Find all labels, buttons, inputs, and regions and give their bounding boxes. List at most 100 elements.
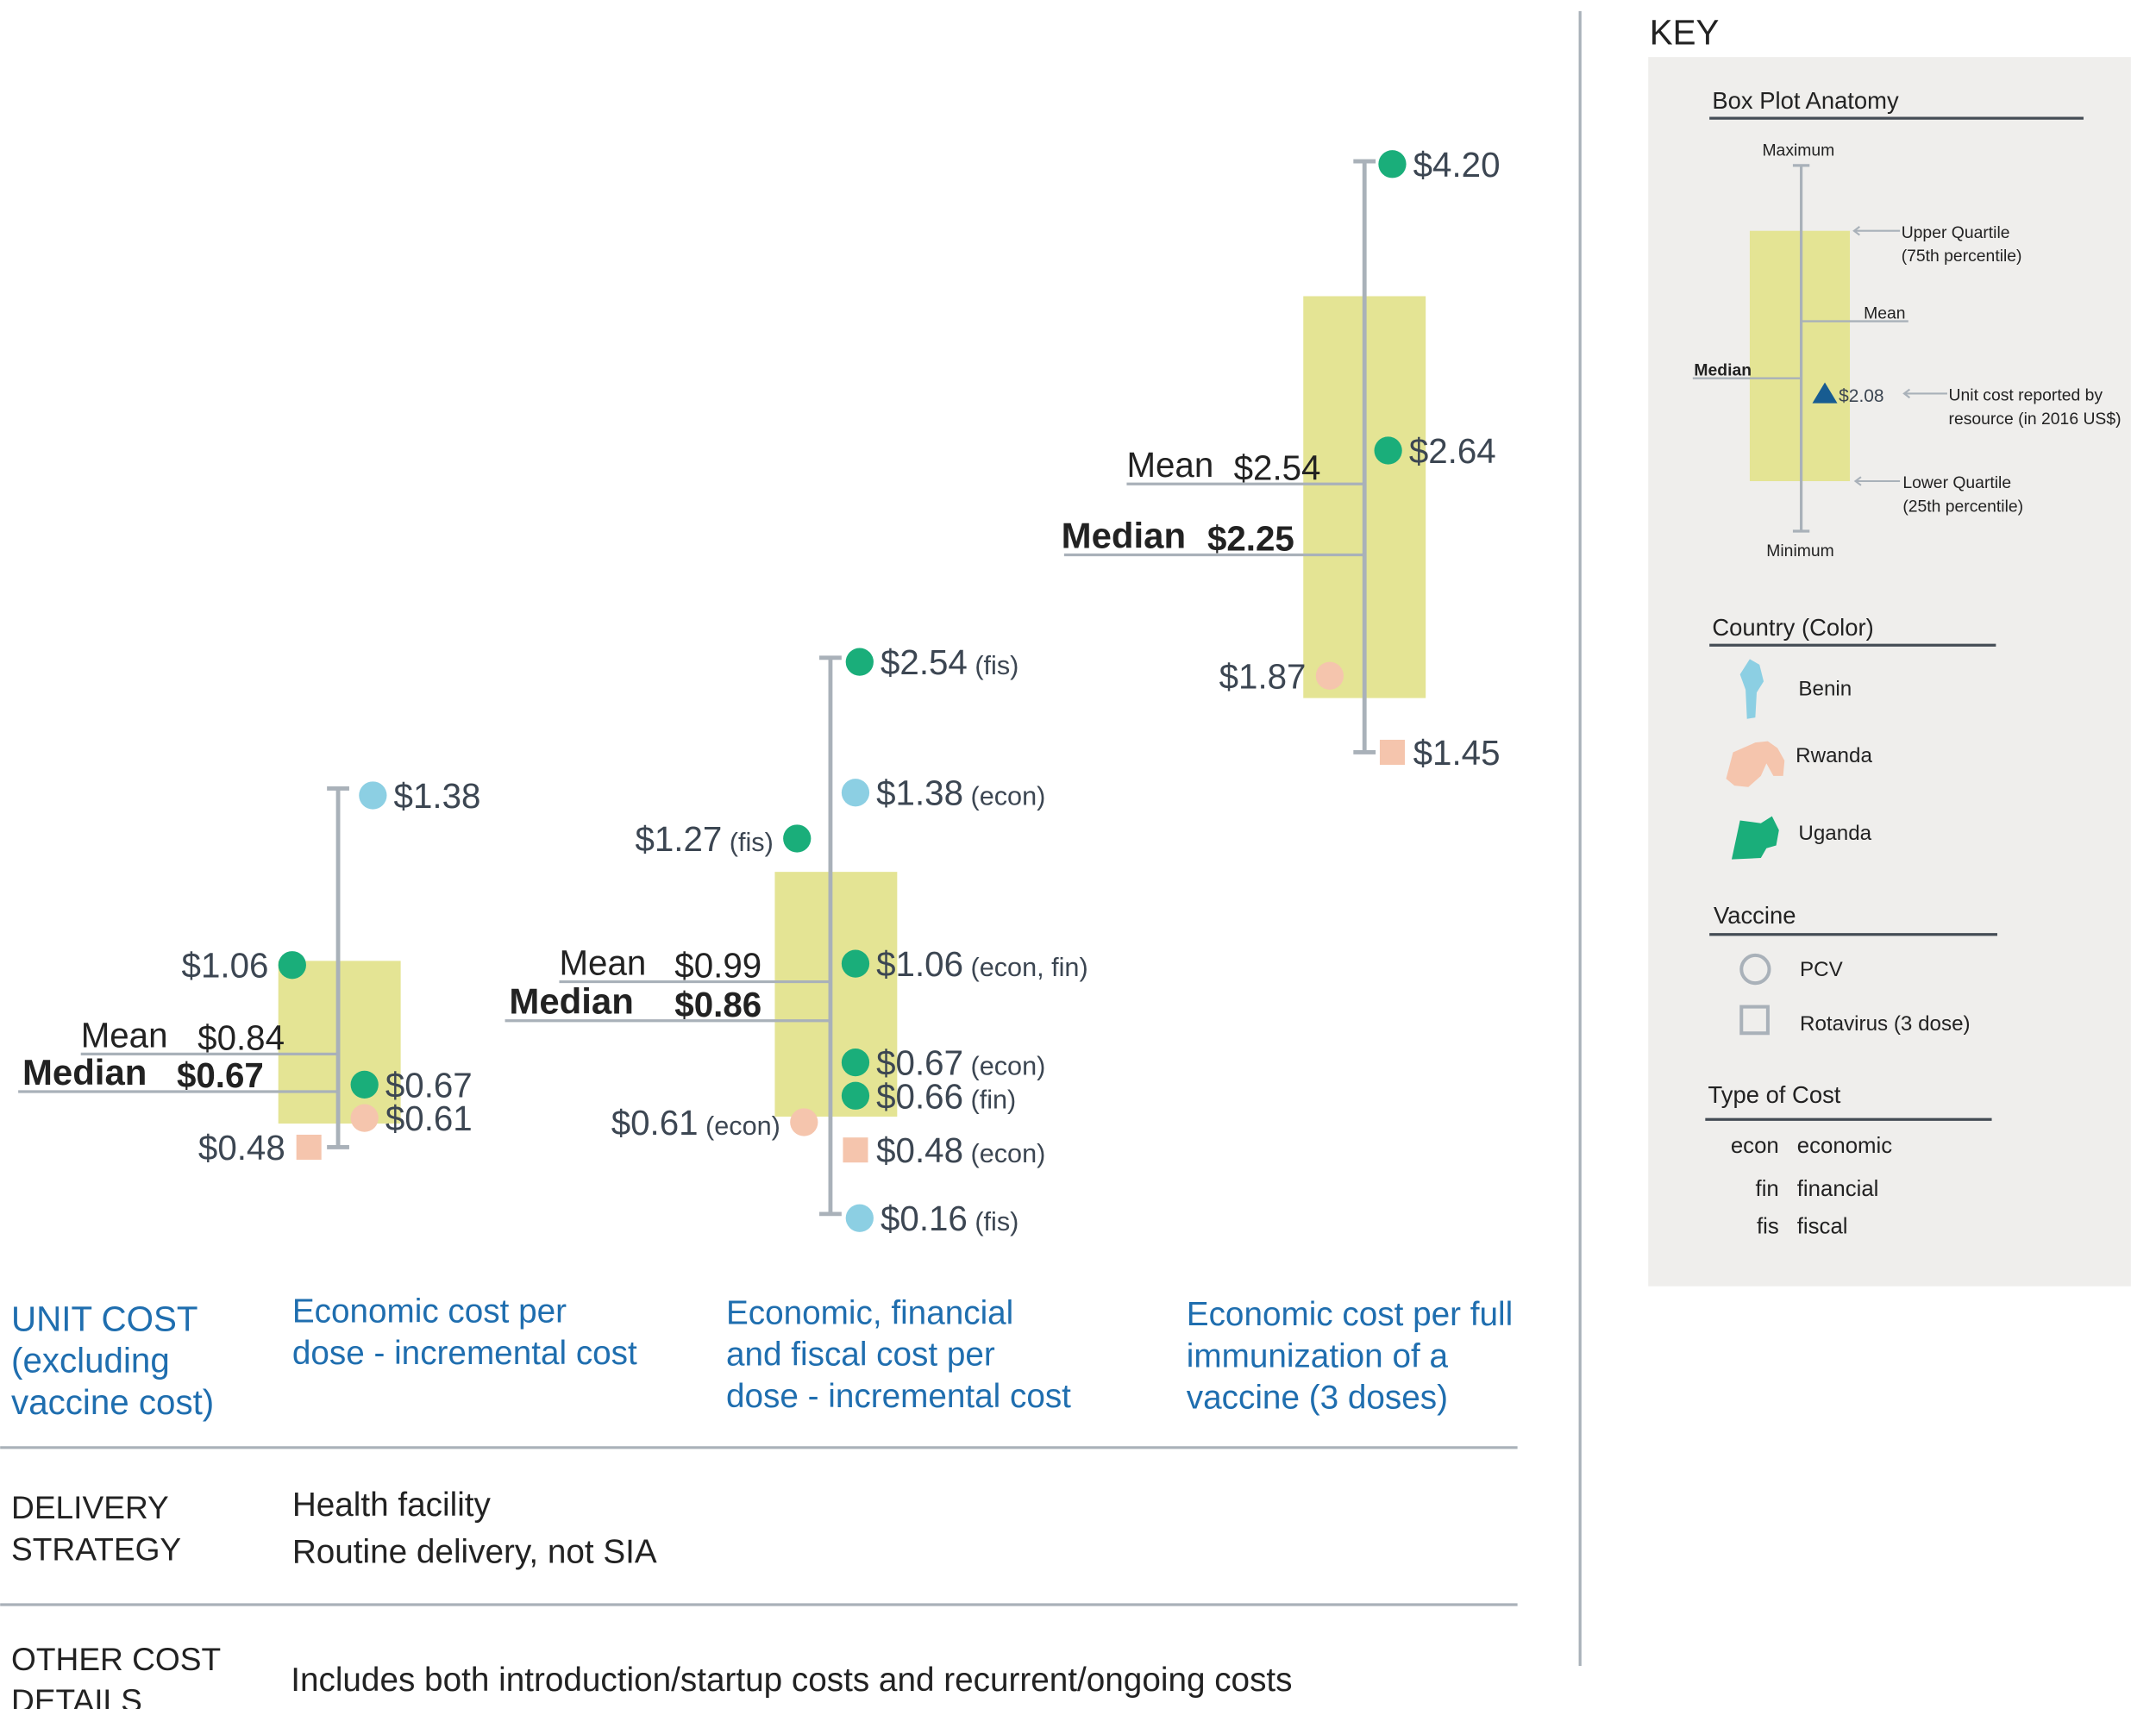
mean-label: Mean (1126, 446, 1213, 485)
caption-1: dose - incremental cost (292, 1335, 637, 1372)
square-icon (1739, 1005, 1770, 1036)
upper-quartile-label: (75th percentile) (1902, 247, 2022, 266)
cost-title: Type of Cost (1708, 1081, 1841, 1108)
caption-3: immunization of a (1187, 1337, 1449, 1374)
minimum-label: Minimum (1766, 541, 1833, 560)
reported-label: resource (in 2016 US$) (1949, 410, 2122, 429)
data-label: $4.20 (1413, 146, 1501, 185)
median-value: $0.86 (674, 986, 761, 1024)
other-cost-row: OTHER COST DETAILS Includes both introdu… (11, 1641, 1292, 1709)
country-benin: Benin (1798, 677, 1852, 700)
unit-cost-line: UNIT COST (11, 1299, 197, 1338)
reported-label: Unit cost reported by (1949, 385, 2103, 404)
maximum-label: Maximum (1762, 141, 1834, 160)
rwanda-map-icon (1726, 741, 1785, 787)
lower-quartile-label: Lower Quartile (1902, 473, 2011, 492)
vaccine-rotavirus: Rotavirus (3 dose) (1800, 1012, 1971, 1036)
delivery-value: Health facility (292, 1487, 492, 1524)
data-label: $1.06 (econ, fin) (876, 945, 1088, 984)
median-label: Median (509, 981, 633, 1022)
example-value: $2.08 (1839, 386, 1883, 406)
data-label: $1.38 (394, 777, 481, 816)
delivery-label: STRATEGY (11, 1531, 181, 1567)
data-point-benin (845, 1204, 874, 1232)
cost-name: financial (1797, 1177, 1879, 1201)
data-point-uganda (841, 1081, 870, 1110)
anatomy-title: Box Plot Anatomy (1712, 87, 1899, 114)
caption-2: Economic, financial (726, 1294, 1013, 1331)
data-point-uganda (1374, 436, 1402, 465)
data-label: $1.06 (182, 947, 269, 986)
triangle-icon (1812, 382, 1838, 404)
cost-abbr: fin (1756, 1177, 1779, 1201)
caption-2: and fiscal cost per (726, 1337, 995, 1374)
data-point-rwanda (1315, 661, 1344, 690)
data-label: $1.38 (econ) (876, 774, 1045, 813)
median-label: Median (1694, 360, 1752, 379)
data-label: $0.61 (385, 1099, 473, 1138)
data-point-benin (841, 779, 870, 807)
data-point-benin (359, 781, 387, 810)
panel-captions: Economic cost per dose - incremental cos… (292, 1293, 1513, 1417)
mean-label: Mean (559, 943, 646, 982)
data-label: $0.61 (econ) (611, 1104, 780, 1142)
delivery-value: Routine delivery, not SIA (292, 1534, 657, 1571)
cost-name: economic (1797, 1134, 1893, 1158)
other-label: OTHER COST (11, 1641, 221, 1677)
data-label: $1.87 (1219, 657, 1307, 696)
cost-abbr: econ (1731, 1134, 1779, 1158)
unit-cost-line: (excluding (11, 1342, 170, 1380)
country-uganda: Uganda (1798, 822, 1871, 845)
median-label: Median (22, 1052, 147, 1092)
mean-label: Mean (1864, 304, 1905, 322)
key: KEY Box Plot Anatomy Maximum Mean Median… (1648, 14, 2131, 1286)
data-point-uganda (350, 1070, 379, 1099)
median-label: Median (1062, 515, 1186, 555)
country-rwanda: Rwanda (1796, 744, 1872, 767)
arrow-icons (1852, 226, 1947, 486)
data-label: $2.54 (fis) (881, 643, 1018, 682)
data-label: $0.16 (fis) (881, 1199, 1018, 1238)
data-label: $1.45 (1413, 734, 1501, 773)
caption-3: vaccine (3 doses) (1187, 1380, 1448, 1417)
data-point-uganda (783, 824, 812, 853)
country-title: Country (Color) (1712, 614, 1873, 641)
unit-cost-line: vaccine cost) (11, 1383, 214, 1422)
data-point-rwanda (350, 1104, 379, 1132)
lower-quartile-label: (25th percentile) (1902, 497, 2023, 516)
delivery-strategy-row: DELIVERY STRATEGY Health facility Routin… (11, 1487, 657, 1571)
key-title: KEY (1650, 14, 1720, 53)
data-point-uganda (1378, 150, 1407, 178)
caption-1: Economic cost per (292, 1293, 567, 1330)
benin-map-icon (1739, 659, 1764, 719)
unit-cost-label: UNIT COST (excluding vaccine cost) (11, 1299, 214, 1422)
caption-3: Economic cost per full (1187, 1296, 1513, 1333)
vaccine-title: Vaccine (1714, 902, 1796, 929)
caption-2: dose - incremental cost (726, 1378, 1071, 1415)
mean-value: $0.99 (674, 947, 761, 986)
upper-quartile-label: Upper Quartile (1902, 223, 2010, 242)
mean-value: $2.54 (1234, 448, 1321, 487)
circle-icon (1739, 953, 1771, 986)
data-point-uganda (278, 951, 306, 980)
data-label: $0.67 (385, 1066, 473, 1105)
other-label: DETAILS (11, 1682, 142, 1709)
data-label: $2.64 (1409, 432, 1496, 471)
vaccine-pcv: PCV (1800, 958, 1844, 981)
cost-abbr: fis (1757, 1214, 1779, 1238)
data-point-uganda (845, 648, 874, 676)
mean-label: Mean (81, 1016, 168, 1055)
data-point-rwanda-square (296, 1134, 322, 1160)
data-label: $0.48 (198, 1129, 285, 1168)
data-point-rwanda (790, 1108, 818, 1136)
data-label: $0.67 (econ) (876, 1044, 1045, 1083)
mean-value: $0.84 (197, 1019, 285, 1058)
data-point-uganda (841, 949, 870, 978)
data-label: $0.48 (econ) (876, 1131, 1045, 1170)
median-value: $0.67 (177, 1056, 264, 1095)
cost-name: fiscal (1797, 1214, 1848, 1238)
data-point-uganda (841, 1048, 870, 1077)
key-panel (1648, 57, 2131, 1286)
